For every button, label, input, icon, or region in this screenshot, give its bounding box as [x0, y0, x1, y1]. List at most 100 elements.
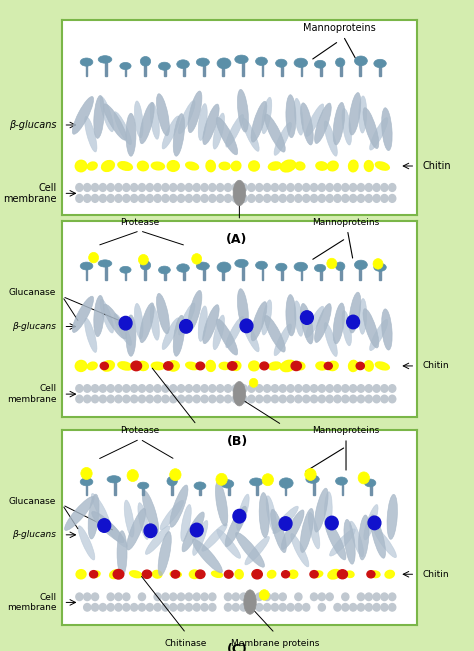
Ellipse shape: [151, 162, 164, 170]
Circle shape: [123, 195, 130, 202]
Ellipse shape: [137, 361, 148, 370]
Circle shape: [248, 195, 255, 202]
Ellipse shape: [217, 58, 231, 69]
Ellipse shape: [146, 526, 170, 555]
Ellipse shape: [264, 316, 285, 352]
Circle shape: [107, 195, 114, 202]
Circle shape: [287, 603, 294, 611]
Circle shape: [193, 603, 200, 611]
Ellipse shape: [202, 523, 227, 551]
Ellipse shape: [233, 381, 246, 406]
Circle shape: [201, 593, 208, 600]
Ellipse shape: [151, 362, 164, 370]
Circle shape: [319, 395, 325, 403]
Ellipse shape: [181, 505, 191, 542]
Ellipse shape: [355, 260, 367, 270]
Ellipse shape: [118, 161, 132, 171]
Circle shape: [349, 184, 356, 191]
Ellipse shape: [194, 482, 206, 490]
FancyArrow shape: [86, 484, 87, 495]
Text: Membrane proteins: Membrane proteins: [238, 431, 326, 440]
Ellipse shape: [178, 303, 195, 335]
FancyArrow shape: [262, 267, 264, 279]
Ellipse shape: [306, 475, 319, 483]
Circle shape: [162, 593, 169, 600]
Ellipse shape: [173, 315, 184, 356]
Ellipse shape: [364, 505, 378, 540]
Circle shape: [89, 253, 99, 263]
FancyArrow shape: [301, 65, 302, 76]
Ellipse shape: [201, 364, 204, 368]
Ellipse shape: [282, 571, 290, 578]
Circle shape: [349, 195, 356, 202]
Circle shape: [240, 395, 247, 403]
Ellipse shape: [94, 296, 104, 337]
FancyArrow shape: [164, 68, 165, 76]
Circle shape: [358, 472, 370, 484]
Circle shape: [232, 385, 239, 392]
Circle shape: [279, 195, 286, 202]
Circle shape: [209, 603, 216, 611]
Ellipse shape: [193, 520, 208, 555]
Circle shape: [107, 385, 114, 392]
Ellipse shape: [120, 572, 123, 577]
Circle shape: [256, 593, 263, 600]
Circle shape: [177, 593, 184, 600]
FancyArrow shape: [105, 266, 107, 279]
Circle shape: [264, 593, 271, 600]
Circle shape: [170, 184, 177, 191]
Circle shape: [365, 195, 373, 202]
Circle shape: [138, 255, 148, 265]
Ellipse shape: [138, 364, 141, 368]
Ellipse shape: [375, 362, 389, 370]
Circle shape: [201, 195, 208, 202]
Circle shape: [76, 593, 83, 600]
Ellipse shape: [226, 316, 244, 348]
Circle shape: [271, 603, 278, 611]
Ellipse shape: [235, 570, 243, 579]
Ellipse shape: [126, 315, 136, 356]
Circle shape: [146, 195, 153, 202]
Ellipse shape: [249, 161, 259, 171]
Circle shape: [334, 395, 341, 403]
Ellipse shape: [75, 361, 87, 372]
Circle shape: [248, 385, 255, 392]
Text: (C): (C): [227, 643, 247, 651]
Circle shape: [130, 385, 137, 392]
Ellipse shape: [167, 477, 177, 486]
Ellipse shape: [80, 58, 93, 66]
Circle shape: [201, 395, 208, 403]
FancyArrow shape: [125, 68, 127, 76]
Ellipse shape: [291, 534, 309, 567]
Ellipse shape: [314, 61, 326, 68]
Ellipse shape: [91, 571, 100, 577]
Circle shape: [99, 184, 106, 191]
Circle shape: [177, 195, 184, 202]
Circle shape: [83, 395, 91, 403]
Circle shape: [240, 184, 247, 191]
Circle shape: [389, 593, 396, 600]
Circle shape: [99, 385, 106, 392]
Ellipse shape: [142, 491, 159, 534]
Ellipse shape: [271, 509, 286, 553]
Circle shape: [373, 195, 380, 202]
Ellipse shape: [308, 512, 320, 549]
FancyArrow shape: [183, 66, 185, 76]
Ellipse shape: [230, 572, 233, 576]
Ellipse shape: [91, 512, 124, 543]
Circle shape: [115, 385, 122, 392]
Ellipse shape: [173, 114, 184, 156]
Circle shape: [138, 395, 146, 403]
Circle shape: [170, 603, 177, 611]
Ellipse shape: [100, 363, 109, 370]
Circle shape: [295, 385, 302, 392]
Ellipse shape: [324, 492, 332, 529]
Circle shape: [170, 195, 177, 202]
Circle shape: [264, 184, 271, 191]
Circle shape: [381, 184, 388, 191]
Ellipse shape: [359, 96, 367, 133]
Ellipse shape: [359, 299, 367, 334]
Text: Mannoproteins: Mannoproteins: [312, 426, 380, 470]
Ellipse shape: [295, 162, 305, 170]
Ellipse shape: [233, 180, 246, 206]
